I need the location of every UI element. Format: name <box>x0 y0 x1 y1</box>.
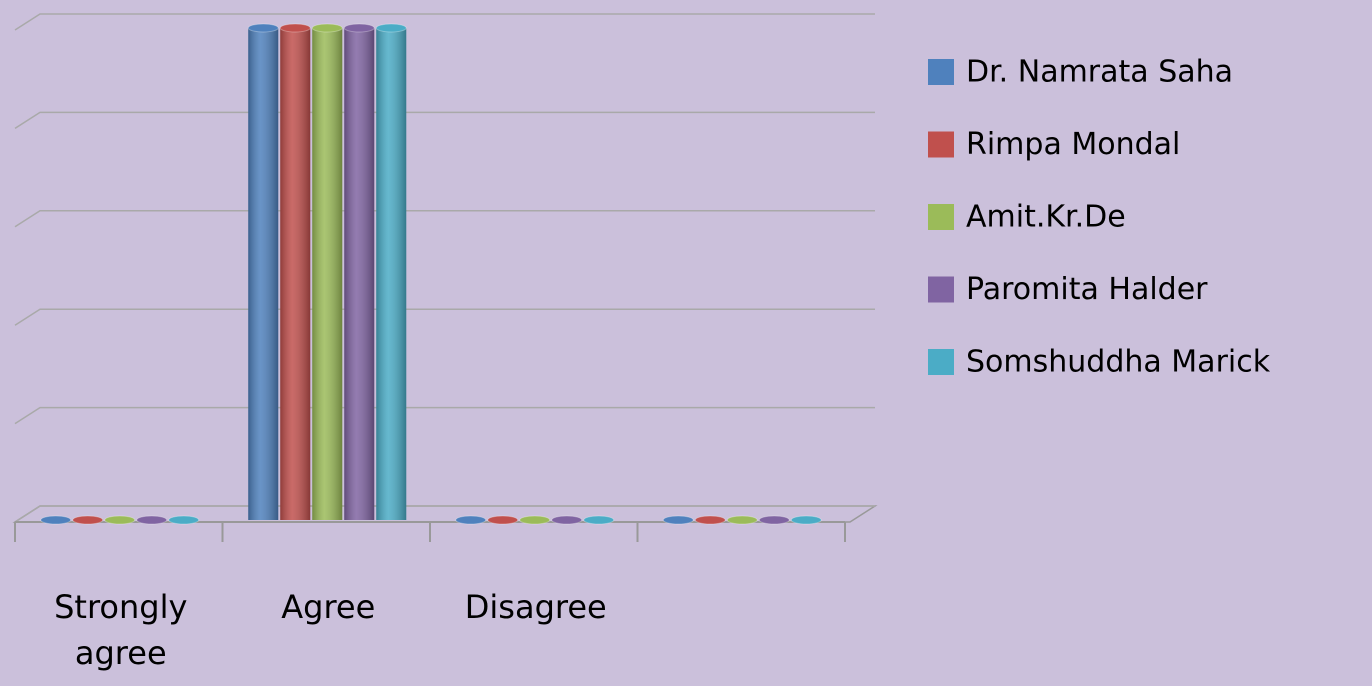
legend-label: Amit.Kr.De <box>966 200 1126 235</box>
bar-top <box>136 515 168 525</box>
legend-swatch <box>928 349 954 375</box>
legend-label: Somshuddha Marick <box>966 345 1271 380</box>
legend-swatch <box>928 276 954 303</box>
bar-shade <box>344 28 375 520</box>
bar-top <box>247 23 279 33</box>
legend-swatch <box>928 59 954 85</box>
grid-line <box>14 111 875 130</box>
grid-line <box>14 308 875 326</box>
bar-top <box>726 515 758 525</box>
legend-swatch <box>928 131 954 158</box>
bar-shade <box>280 28 311 520</box>
bar-top <box>694 515 726 525</box>
legend-label: Paromita Halder <box>966 272 1208 307</box>
x-tick-label: Disagree <box>464 588 607 626</box>
bar-top <box>343 23 375 33</box>
legend-label: Rimpa Mondal <box>966 127 1180 162</box>
bar-shade <box>312 28 343 520</box>
x-tick-label: Strongly agree <box>54 588 188 672</box>
grid-line <box>14 406 875 425</box>
bar-top <box>583 515 615 525</box>
bar-top <box>487 515 519 525</box>
grid-line <box>14 210 875 228</box>
bar-top <box>519 515 551 525</box>
bar-shade <box>376 28 407 520</box>
bar-top <box>72 515 104 525</box>
bar-shade <box>248 28 279 520</box>
legend-swatch <box>928 204 954 230</box>
grid-line <box>14 505 875 523</box>
bar-top <box>168 515 200 525</box>
bar-top <box>758 515 790 525</box>
bar-top <box>790 515 822 525</box>
bar-top <box>375 23 407 33</box>
grid-line <box>14 13 875 31</box>
bar-top <box>455 515 487 525</box>
x-tick-label: Agree <box>281 588 376 626</box>
bar-top <box>311 23 343 33</box>
bar-top <box>279 23 311 33</box>
bar-top <box>40 515 72 525</box>
legend-label: Dr. Namrata Saha <box>966 55 1233 90</box>
bar-top <box>662 515 694 525</box>
bar-top <box>104 515 136 525</box>
bar-top <box>551 515 583 525</box>
